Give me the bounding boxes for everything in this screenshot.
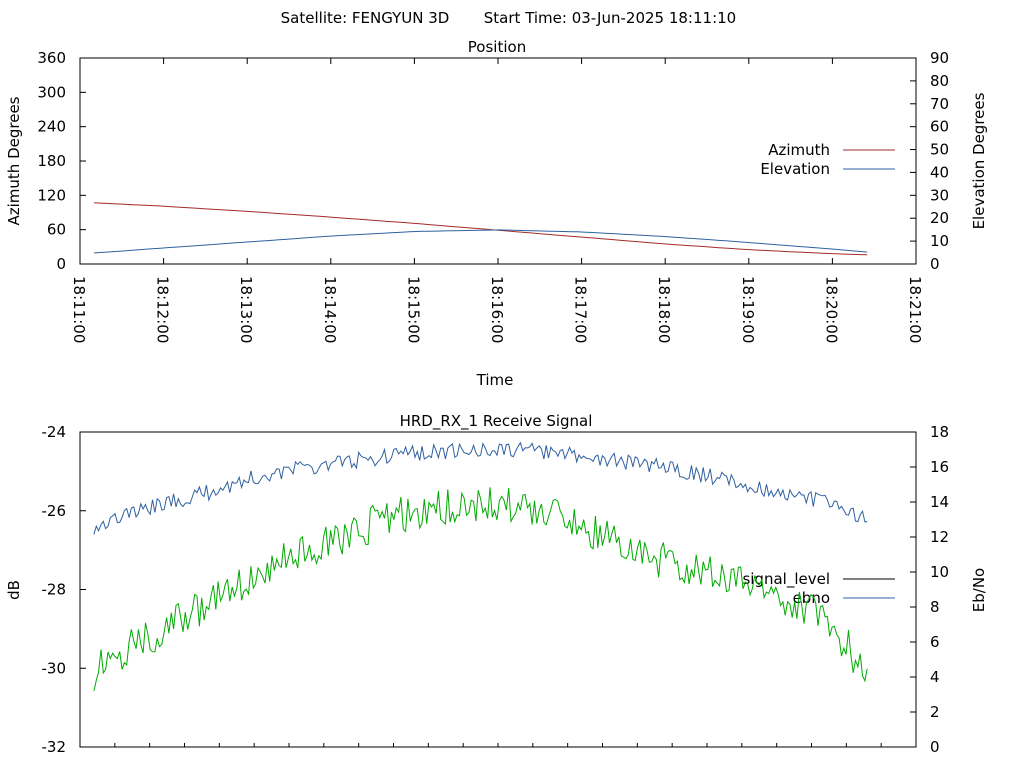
x-tick-label: 18:17:00: [572, 276, 590, 343]
position-chart-title: Position: [468, 38, 526, 56]
y2-tick-label: 80: [930, 72, 949, 90]
series-line: [93, 229, 868, 254]
y2-tick-label: 2: [930, 703, 940, 721]
y2-tick-label: 18: [930, 423, 949, 441]
receive-signal-y2-axis-label: Eb/No: [970, 568, 988, 612]
y-tick-label: 300: [37, 83, 66, 101]
legend-label: Azimuth: [768, 141, 830, 159]
y-tick-label: 0: [56, 255, 66, 273]
y-tick-label: 180: [37, 152, 66, 170]
x-tick-label: 18:19:00: [739, 276, 757, 343]
receive-signal-chart-title: HRD_RX_1 Receive Signal: [400, 412, 593, 431]
y-tick-label: -28: [42, 581, 67, 599]
x-tick-label: 18:18:00: [655, 276, 673, 343]
position-chart: Position Time Azimuth Degrees Elevation …: [5, 38, 988, 389]
y-tick-label: 240: [37, 118, 66, 136]
y2-tick-label: 10: [930, 232, 949, 250]
receive-signal-y-axis-label: dB: [5, 580, 23, 600]
y2-tick-label: 16: [930, 458, 949, 476]
x-tick-label: 18:21:00: [906, 276, 924, 343]
satellite-label: Satellite: FENGYUN 3D: [281, 9, 450, 27]
y-tick-label: -30: [42, 659, 67, 677]
y-tick-label: -26: [42, 502, 67, 520]
x-tick-label: 18:16:00: [488, 276, 506, 343]
y-tick-label: 360: [37, 49, 66, 67]
y2-tick-label: 40: [930, 163, 949, 181]
legend-label: Elevation: [760, 160, 830, 178]
y-tick-label: -24: [42, 423, 67, 441]
x-tick-label: 18:12:00: [154, 276, 172, 343]
y2-tick-label: 30: [930, 186, 949, 204]
x-tick-label: 18:11:00: [70, 276, 88, 343]
y2-tick-label: 14: [930, 493, 949, 511]
y2-tick-label: 20: [930, 209, 949, 227]
y2-tick-label: 0: [930, 255, 940, 273]
x-tick-label: 18:14:00: [321, 276, 339, 343]
y2-tick-label: 0: [930, 738, 940, 756]
y2-tick-label: 4: [930, 668, 940, 686]
legend-label: ebno: [793, 589, 830, 607]
plot-border: [79, 431, 917, 748]
y2-tick-label: 10: [930, 563, 949, 581]
legend-label: signal_level: [742, 570, 830, 589]
y2-tick-label: 8: [930, 598, 940, 616]
position-x-axis-label: Time: [476, 371, 514, 389]
x-tick-label: 18:13:00: [237, 276, 255, 343]
y2-tick-label: 12: [930, 528, 949, 546]
y-tick-label: 120: [37, 186, 66, 204]
y-tick-label: 60: [47, 221, 66, 239]
start-time-label: Start Time: 03-Jun-2025 18:11:10: [484, 9, 736, 27]
position-y-axis-label: Azimuth Degrees: [5, 96, 23, 225]
position-y2-axis-label: Elevation Degrees: [970, 92, 988, 229]
y2-tick-label: 70: [930, 95, 949, 113]
receive-signal-chart: HRD_RX_1 Receive Signal dB Eb/No -32 -30 -…: [5, 412, 988, 756]
series-line: [93, 202, 868, 256]
x-tick-label: 18:20:00: [822, 276, 840, 343]
series-line: [93, 441, 868, 535]
y2-tick-label: 50: [930, 141, 949, 159]
y-tick-label: -32: [42, 738, 67, 756]
series-line: [93, 487, 868, 692]
y2-tick-label: 60: [930, 118, 949, 136]
y2-tick-label: 90: [930, 49, 949, 67]
y2-tick-label: 6: [930, 633, 940, 651]
x-tick-label: 18:15:00: [404, 276, 422, 343]
